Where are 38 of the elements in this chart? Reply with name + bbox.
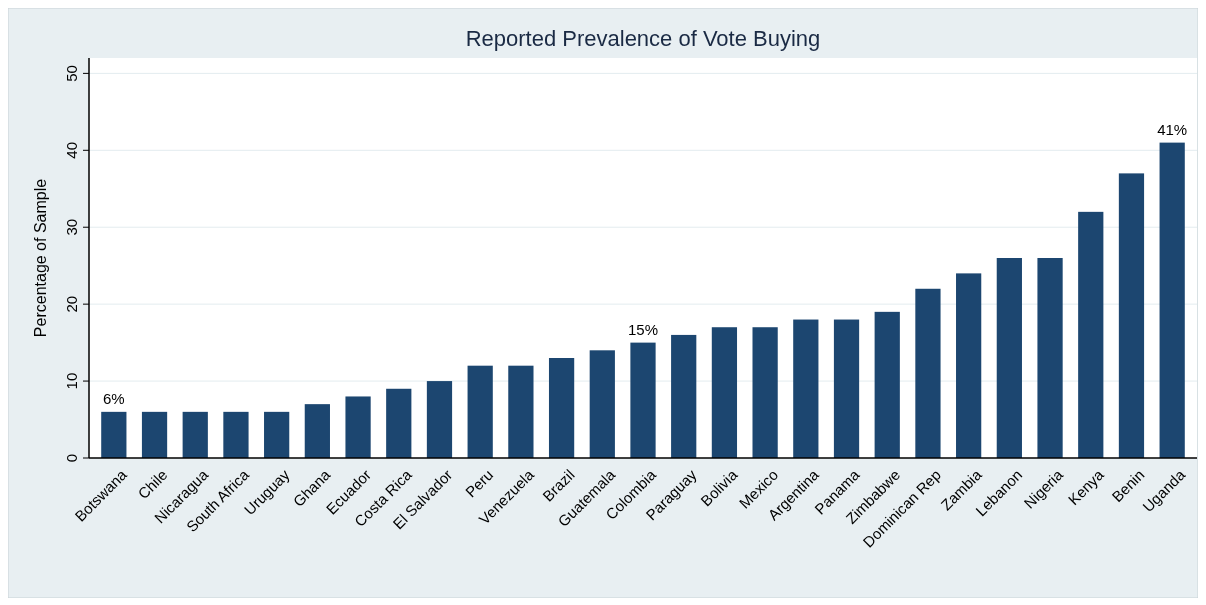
bar [711,327,738,458]
bar [915,288,941,458]
bar [223,411,249,458]
bar [508,365,534,458]
y-tick-label: 0 [63,453,80,463]
bar [345,396,371,458]
y-tick-label: 20 [63,295,80,313]
bar [630,342,656,458]
bar [1037,258,1063,458]
bar [956,273,982,458]
bar [1159,142,1185,458]
bar [1118,173,1145,458]
bar [793,319,819,458]
bar [833,319,860,458]
bar [548,358,575,458]
bar [426,381,453,458]
bar [304,404,330,458]
bar [752,327,778,458]
bar [101,411,127,458]
y-tick-label: 30 [63,218,80,236]
y-tick-label: 10 [63,372,80,390]
bar [671,334,697,458]
bar [182,411,208,458]
y-tick-label: 50 [63,65,80,82]
data-label: 6% [102,389,125,407]
bar [874,311,900,458]
y-tick-label: 40 [63,141,80,159]
bar [996,258,1022,458]
bar [264,411,290,458]
chart-title: Reported Prevalence of Vote Buying [465,26,821,51]
bar [467,365,493,458]
bar [589,350,615,458]
bar [1078,211,1104,458]
bar [141,411,168,458]
data-label: 41% [1157,120,1188,138]
bar [386,388,412,458]
data-label: 15% [627,320,659,338]
y-axis-title: Percentage of Sample [32,178,49,338]
